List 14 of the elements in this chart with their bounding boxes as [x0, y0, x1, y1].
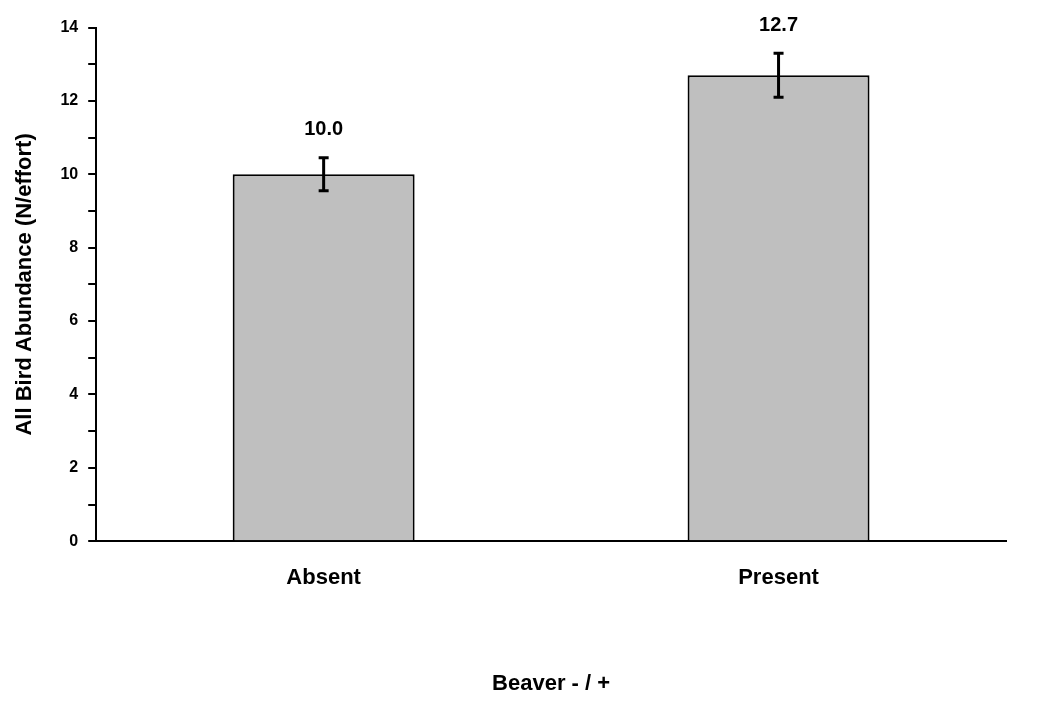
x-tick-label: Absent: [286, 564, 362, 590]
x-tick-label: Present: [738, 564, 820, 590]
x-axis-title: Beaver - / +: [492, 669, 611, 695]
data-label: 12.7: [759, 12, 799, 35]
y-tick-label: 6: [69, 311, 79, 329]
y-tick-label: 14: [60, 18, 79, 36]
y-tick-label: 2: [69, 458, 79, 476]
y-tick-label: 10: [60, 164, 79, 182]
y-axis-title: All Bird Abundance (N/effort): [11, 133, 37, 436]
y-tick-label: 12: [60, 91, 79, 109]
y-tick-label: 0: [69, 531, 79, 549]
y-tick-label: 4: [69, 384, 79, 402]
y-tick-label: 8: [69, 238, 79, 256]
data-label: 10.0: [304, 117, 344, 140]
